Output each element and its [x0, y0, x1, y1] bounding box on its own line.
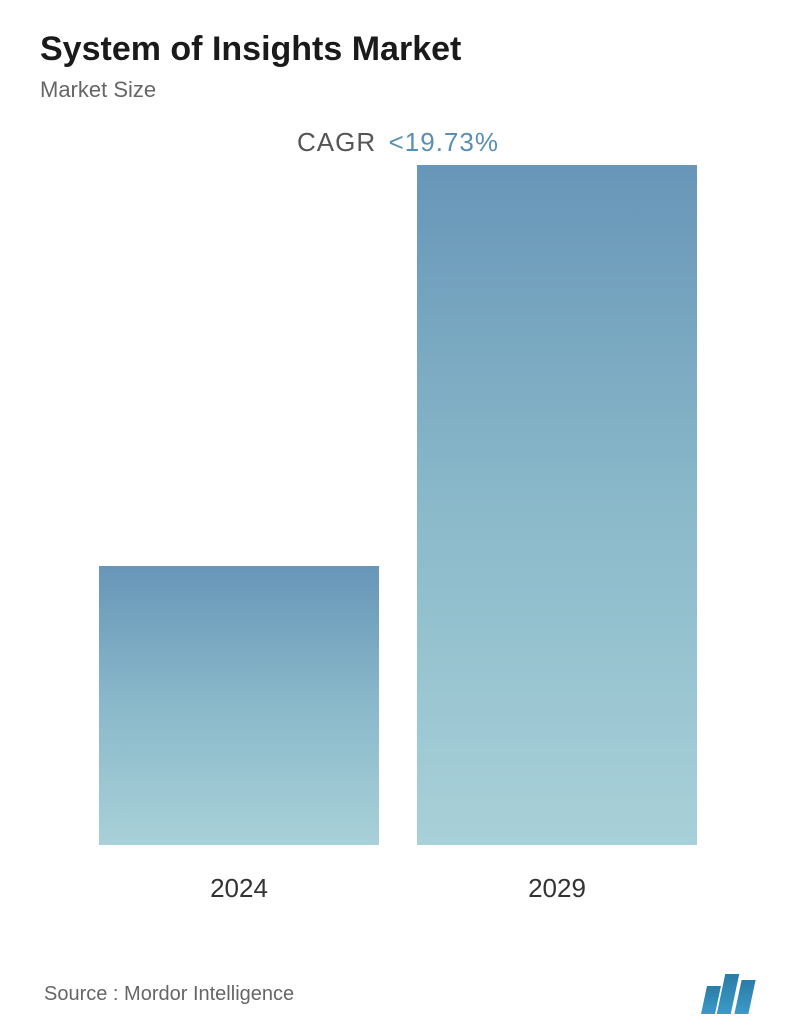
bar-group-1: 2029	[417, 165, 697, 904]
cagr-row: CAGR <19.73%	[40, 127, 756, 158]
logo-bar-2	[734, 980, 755, 1014]
cagr-label: CAGR	[297, 127, 376, 157]
chart-area: 2024 2029	[40, 178, 756, 904]
footer: Source : Mordor Intelligence	[40, 974, 756, 1014]
bar-label-0: 2024	[210, 873, 268, 904]
bar-1	[417, 165, 697, 845]
chart-subtitle: Market Size	[40, 77, 756, 103]
chart-title: System of Insights Market	[40, 30, 756, 69]
bar-0	[99, 566, 379, 845]
bar-group-0: 2024	[99, 566, 379, 904]
chart-container: System of Insights Market Market Size CA…	[0, 0, 796, 1034]
brand-logo-icon	[704, 974, 752, 1014]
source-text: Source : Mordor Intelligence	[44, 983, 294, 1006]
bar-label-1: 2029	[528, 873, 586, 904]
cagr-value: <19.73%	[389, 127, 499, 157]
